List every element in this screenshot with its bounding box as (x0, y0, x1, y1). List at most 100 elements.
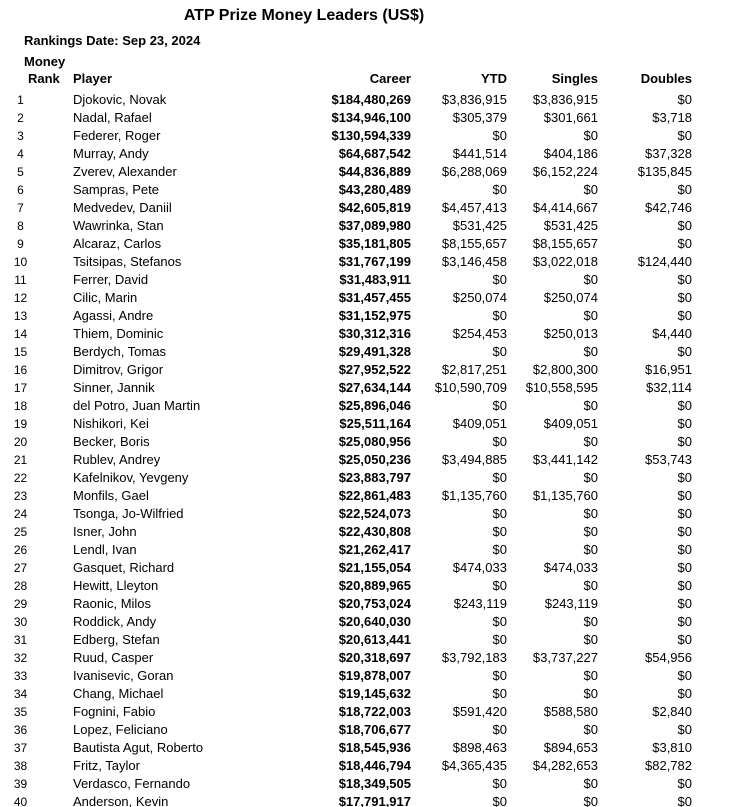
table-row: 6 Sampras, Pete $43,280,489 $0 $0 $0 (0, 181, 692, 199)
career-cell: $23,883,797 (338, 470, 411, 485)
rank-cell: 23 (13, 489, 28, 503)
career-cell: $18,722,003 (338, 704, 411, 719)
career-cell: $42,605,819 (338, 200, 411, 215)
table-row: 10 Tsitsipas, Stefanos $31,767,199 $3,14… (0, 253, 692, 271)
career-cell: $18,545,936 (338, 740, 411, 755)
table-row: 27 Gasquet, Richard $21,155,054 $474,033… (0, 559, 692, 577)
doubles-cell: $0 (677, 434, 692, 449)
column-header-player: Player (73, 71, 113, 86)
doubles-cell: $0 (677, 416, 692, 431)
header-row-columns: Rank Player Career YTD Singles Doubles (0, 70, 692, 87)
career-cell: $18,446,794 (338, 758, 411, 773)
ytd-cell: $6,288,069 (441, 164, 507, 179)
table-row: 30 Roddick, Andy $20,640,030 $0 $0 $0 (0, 613, 692, 631)
doubles-cell: $42,746 (645, 200, 692, 215)
rank-cell: 13 (13, 309, 28, 323)
player-cell: Agassi, Andre (73, 308, 154, 323)
ytd-cell: $0 (492, 470, 507, 485)
player-cell: Ruud, Casper (73, 650, 154, 665)
ytd-cell: $4,457,413 (441, 200, 507, 215)
doubles-cell: $3,718 (652, 110, 692, 125)
career-cell: $25,896,046 (338, 398, 411, 413)
singles-cell: $301,661 (543, 110, 598, 125)
career-cell: $35,181,805 (338, 236, 411, 251)
player-cell: Fritz, Taylor (73, 758, 140, 773)
singles-cell: $0 (583, 344, 598, 359)
ytd-cell: $0 (492, 632, 507, 647)
career-cell: $20,318,697 (338, 650, 411, 665)
ytd-cell: $3,792,183 (441, 650, 507, 665)
rank-cell: 34 (13, 687, 28, 701)
singles-cell: $4,414,667 (532, 200, 598, 215)
doubles-cell: $0 (677, 182, 692, 197)
career-cell: $19,878,007 (338, 668, 411, 683)
career-cell: $17,791,917 (338, 794, 411, 807)
rank-cell: 32 (13, 651, 28, 665)
table-row: 40 Anderson, Kevin $17,791,917 $0 $0 $0 (0, 793, 692, 807)
rank-cell: 36 (13, 723, 28, 737)
rank-cell: 27 (13, 561, 28, 575)
table-row: 24 Tsonga, Jo-Wilfried $22,524,073 $0 $0… (0, 505, 692, 523)
ytd-cell: $0 (492, 128, 507, 143)
table-row: 38 Fritz, Taylor $18,446,794 $4,365,435 … (0, 757, 692, 775)
rank-cell: 22 (13, 471, 28, 485)
doubles-cell: $135,845 (637, 164, 692, 179)
doubles-cell: $0 (677, 722, 692, 737)
table-row: 7 Medvedev, Daniil $42,605,819 $4,457,41… (0, 199, 692, 217)
player-cell: Murray, Andy (73, 146, 149, 161)
career-cell: $25,080,956 (338, 434, 411, 449)
doubles-cell: $3,810 (652, 740, 692, 755)
doubles-cell: $54,956 (645, 650, 692, 665)
ytd-cell: $254,453 (452, 326, 507, 341)
doubles-cell: $0 (677, 470, 692, 485)
doubles-cell: $0 (677, 290, 692, 305)
career-cell: $134,946,100 (331, 110, 411, 125)
ytd-cell: $474,033 (452, 560, 507, 575)
rank-cell: 33 (13, 669, 28, 683)
player-cell: Thiem, Dominic (73, 326, 164, 341)
ytd-cell: $3,836,915 (441, 92, 507, 107)
doubles-cell: $0 (677, 488, 692, 503)
ytd-cell: $0 (492, 614, 507, 629)
rank-cell: 11 (14, 273, 27, 287)
player-cell: Djokovic, Novak (73, 92, 167, 107)
ytd-cell: $3,146,458 (441, 254, 507, 269)
career-cell: $18,349,505 (338, 776, 411, 791)
player-cell: Hewitt, Lleyton (73, 578, 159, 593)
singles-cell: $894,653 (543, 740, 598, 755)
table-row: 39 Verdasco, Fernando $18,349,505 $0 $0 … (0, 775, 692, 793)
table-row: 32 Ruud, Casper $20,318,697 $3,792,183 $… (0, 649, 692, 667)
table-row: 18 del Potro, Juan Martin $25,896,046 $0… (0, 397, 692, 415)
doubles-cell: $37,328 (645, 146, 692, 161)
career-cell: $22,524,073 (338, 506, 411, 521)
career-cell: $27,952,522 (338, 362, 411, 377)
singles-cell: $6,152,224 (532, 164, 598, 179)
doubles-cell: $0 (677, 686, 692, 701)
player-cell: Federer, Roger (73, 128, 161, 143)
column-header-money: Money (24, 54, 66, 69)
doubles-cell: $0 (677, 542, 692, 557)
table-row: 15 Berdych, Tomas $29,491,328 $0 $0 $0 (0, 343, 692, 361)
rankings-date: Rankings Date: Sep 23, 2024 (24, 33, 201, 48)
ytd-cell: $4,365,435 (441, 758, 507, 773)
table-row: 20 Becker, Boris $25,080,956 $0 $0 $0 (0, 433, 692, 451)
player-cell: Medvedev, Daniil (73, 200, 172, 215)
player-cell: Nadal, Rafael (73, 110, 152, 125)
ytd-cell: $0 (492, 344, 507, 359)
career-cell: $22,430,808 (338, 524, 411, 539)
player-cell: Dimitrov, Grigor (73, 362, 164, 377)
rank-cell: 20 (13, 435, 28, 449)
rank-cell: 19 (13, 417, 28, 431)
rank-cell: 38 (13, 759, 28, 773)
doubles-cell: $0 (677, 398, 692, 413)
table-row: 25 Isner, John $22,430,808 $0 $0 $0 (0, 523, 692, 541)
career-cell: $184,480,269 (331, 92, 411, 107)
player-cell: Gasquet, Richard (73, 560, 175, 575)
doubles-cell: $0 (677, 218, 692, 233)
doubles-cell: $0 (677, 308, 692, 323)
singles-cell: $0 (583, 398, 598, 413)
column-header-rank: Rank (28, 71, 60, 86)
player-cell: Raonic, Milos (73, 596, 152, 611)
ytd-cell: $1,135,760 (441, 488, 507, 503)
rank-cell: 31 (13, 633, 28, 647)
